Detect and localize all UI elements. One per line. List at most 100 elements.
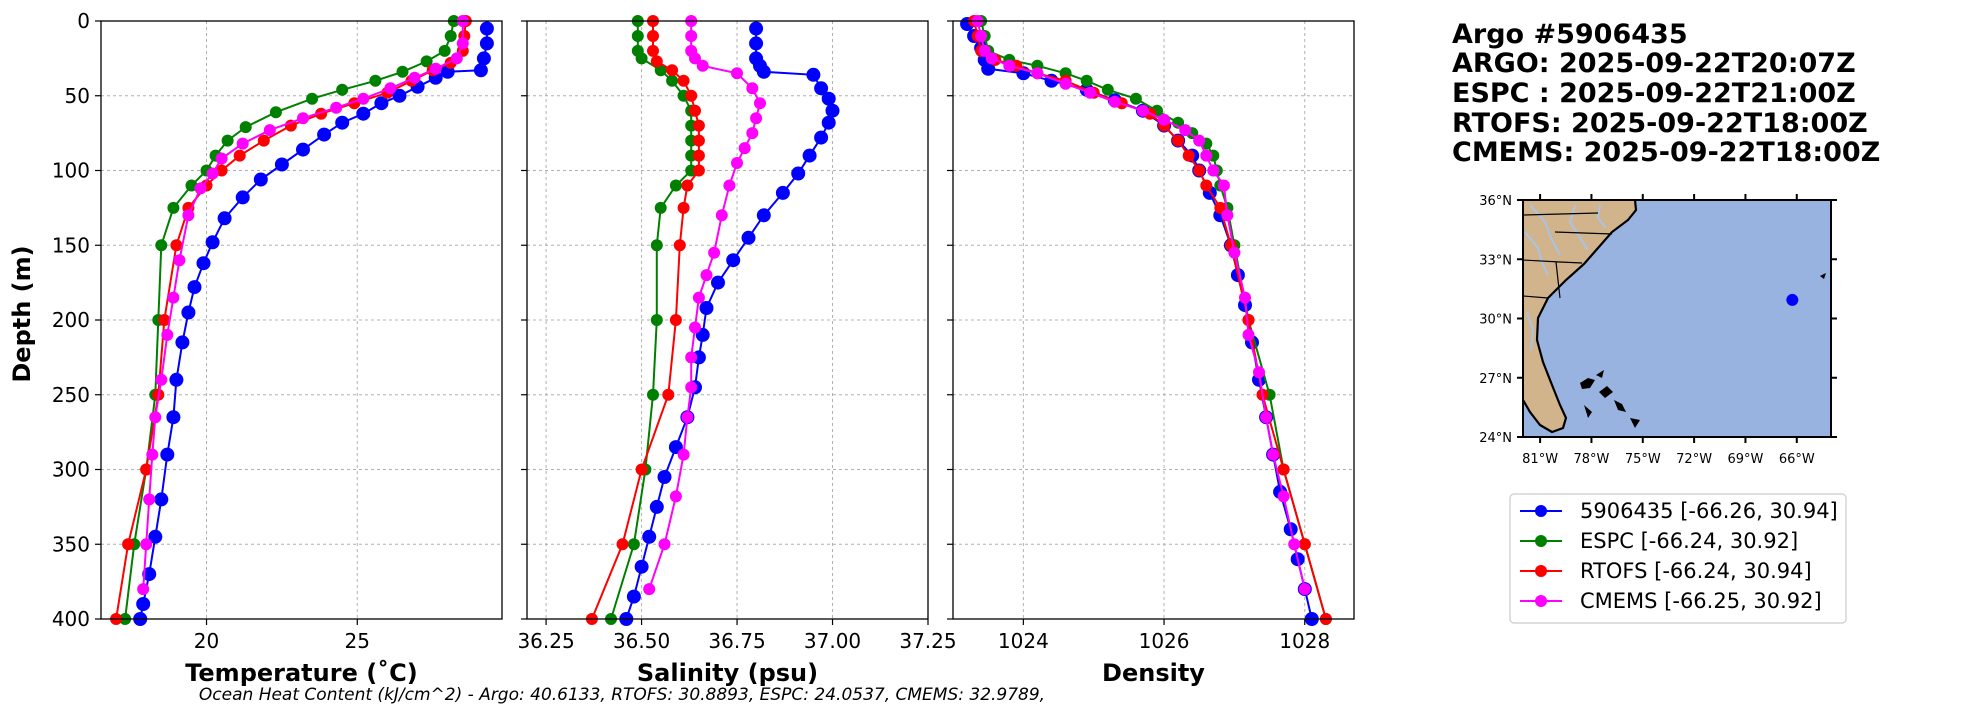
data-point-espc (269, 106, 282, 119)
profile-panels: 0 50 100 150 200 250 300 350 400 20 25 Temperature … (52, 9, 1355, 687)
argo-float-marker (1786, 293, 1799, 306)
data-point-cmems (696, 59, 709, 72)
x-axis-label: Temperature (˚C) (185, 659, 418, 687)
data-point-argo (806, 67, 821, 82)
data-point-argo (166, 410, 181, 425)
data-point-argo (634, 559, 649, 574)
data-point-argo (169, 372, 184, 387)
cmems-time: CMEMS: 2025-09-22T18:00Z (1452, 137, 1880, 168)
data-point-cmems (1031, 67, 1044, 80)
data-point-rtofs (233, 149, 246, 162)
data-point-rtofs (662, 388, 675, 401)
data-point-rtofs (692, 164, 705, 177)
panel-2: 36.25 36.50 36.75 37.00 37.25 Salinity (psu) (517, 15, 957, 687)
data-point-argo (699, 301, 714, 315)
series-argo (133, 21, 494, 626)
map-lon-label: 78°W (1573, 452, 1609, 467)
data-point-cmems (669, 490, 682, 503)
data-point-rtofs (673, 239, 686, 252)
espc-time: ESPC : 2025-09-22T21:00Z (1452, 78, 1856, 109)
data-point-rtofs (1214, 201, 1227, 214)
x-tick-label: 36.75 (708, 629, 765, 653)
data-point-rtofs (1200, 179, 1213, 192)
data-point-cmems (1158, 113, 1171, 126)
data-point-argo (217, 211, 232, 226)
data-point-argo (741, 230, 756, 245)
legend-entry-rtofs: RTOFS [-66.24, 30.94] (1520, 559, 1812, 583)
data-point-cmems (978, 44, 991, 57)
data-point-cmems (1228, 246, 1241, 259)
map-river (1596, 204, 1607, 229)
data-point-cmems (1267, 448, 1280, 461)
x-tick-label: 1024 (998, 629, 1049, 653)
map-lon-label: 81°W (1522, 452, 1558, 467)
depth-axis-label: Depth (m) (8, 245, 36, 382)
x-tick-label: 25 (345, 629, 370, 653)
data-point-argo (296, 142, 310, 157)
data-point-cmems (738, 142, 751, 155)
data-point-rtofs (685, 89, 698, 102)
data-point-argo (317, 127, 332, 142)
series-rtofs (585, 15, 705, 625)
y-tick-label: 400 (52, 607, 90, 631)
float-title: Argo #5906435 (1452, 19, 1688, 50)
rtofs-time: RTOFS: 2025-09-22T18:00Z (1452, 108, 1868, 139)
legend-label: ESPC [-66.24, 30.92] (1580, 529, 1798, 553)
data-point-cmems (149, 411, 162, 424)
data-point-rtofs (692, 119, 705, 132)
data-point-argo (726, 253, 741, 268)
data-point-rtofs (677, 201, 690, 214)
map-lon-label: 66°W (1779, 452, 1815, 467)
x-tick-label: 37.25 (899, 629, 956, 653)
data-point-espc (654, 201, 667, 214)
data-point-argo (749, 36, 764, 51)
data-point-argo (253, 172, 268, 187)
data-point-espc (155, 239, 168, 252)
legend-frame (1509, 493, 1847, 624)
data-point-cmems (689, 52, 701, 65)
data-point-argo (802, 148, 817, 163)
series-cmems (971, 15, 1311, 596)
data-point-cmems (215, 152, 228, 165)
map-river (1529, 204, 1561, 256)
data-point-argo (392, 88, 407, 103)
data-point-cmems (750, 112, 763, 125)
map-river (1526, 311, 1535, 351)
data-point-espc (669, 179, 682, 192)
y-tick-label: 250 (52, 383, 90, 407)
data-point-espc (444, 30, 457, 42)
x-tick-label: 36.25 (517, 629, 574, 653)
map-bahamas (1580, 273, 1826, 428)
map-ticks: 36°N 33°N 30°N 27°N 24°N 81°W 78°W 75°W 72°W 69°W… (1479, 194, 1837, 467)
map-lon-label: 75°W (1625, 452, 1661, 467)
data-point-cmems (1108, 95, 1121, 108)
data-point-argo (981, 61, 996, 76)
data-point-cmems (263, 124, 276, 137)
info-header: Argo #5906435 ARGO: 2025-09-22T20:07Z ES… (1452, 19, 1880, 168)
data-point-cmems (643, 583, 656, 596)
data-point-cmems (985, 52, 998, 65)
legend-label: RTOFS [-66.24, 30.94] (1580, 559, 1812, 583)
data-point-cmems (182, 209, 195, 222)
data-point-argo (181, 305, 196, 320)
data-point-espc (420, 55, 433, 68)
data-point-argo (175, 335, 190, 350)
legend-entry-cmems: CMEMS [-66.25, 30.92] (1520, 589, 1822, 613)
data-point-argo (711, 275, 725, 290)
map-lat-label: 33°N (1479, 253, 1512, 268)
x-tick-label: 1026 (1139, 629, 1190, 653)
data-point-argo (657, 470, 672, 484)
data-point-argo (235, 190, 250, 205)
data-point-rtofs (1298, 538, 1311, 551)
location-map: 36°N 33°N 30°N 27°N 24°N 81°W 78°W 75°W 72°W 69°W… (1479, 194, 1837, 467)
data-point-rtofs (170, 239, 183, 252)
data-point-espc (306, 92, 319, 105)
data-point-cmems (1288, 538, 1301, 551)
data-point-cmems (700, 269, 713, 282)
map-coastline (1522, 199, 1638, 434)
data-point-rtofs (692, 149, 705, 162)
data-point-cmems (731, 157, 743, 169)
data-point-cmems (746, 127, 759, 140)
data-point-rtofs (635, 463, 648, 476)
data-point-cmems (450, 52, 463, 65)
